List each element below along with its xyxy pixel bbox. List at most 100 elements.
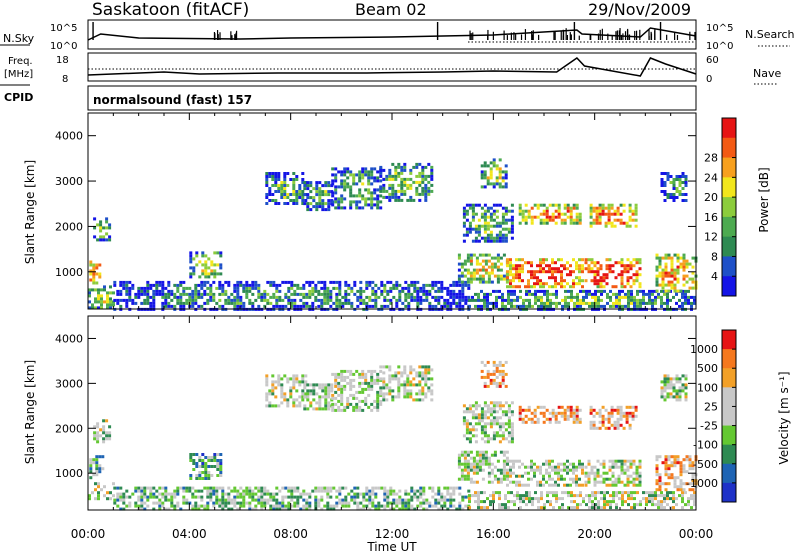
data-cell	[603, 289, 606, 293]
data-cell	[598, 426, 602, 430]
data-cell	[504, 164, 508, 168]
data-cell	[610, 405, 614, 409]
data-cell	[498, 440, 502, 444]
data-cell	[416, 292, 420, 296]
data-cell	[471, 215, 475, 219]
data-cell	[679, 473, 683, 477]
data-cell	[242, 495, 246, 499]
data-cell	[362, 298, 366, 302]
data-cell	[651, 497, 654, 501]
data-cell	[681, 199, 685, 202]
data-cell	[329, 489, 333, 493]
data-cell	[487, 259, 491, 263]
data-cell	[194, 289, 198, 293]
data-cell	[242, 501, 246, 505]
data-cell	[204, 263, 208, 267]
data-cell	[383, 286, 387, 290]
data-cell	[337, 203, 341, 207]
data-cell	[146, 301, 150, 305]
data-cell	[466, 280, 470, 284]
data-cell	[334, 390, 338, 394]
data-cell	[389, 486, 393, 490]
data-cell	[501, 212, 505, 216]
data-cell	[498, 289, 501, 293]
data-cell	[308, 289, 312, 293]
data-cell	[358, 408, 362, 412]
data-cell	[498, 185, 502, 189]
data-cell	[601, 209, 605, 213]
data-cell	[412, 398, 416, 402]
data-cell	[681, 494, 684, 498]
data-cell	[105, 217, 109, 221]
data-cell	[298, 193, 302, 196]
data-cell	[560, 411, 564, 415]
data-cell	[367, 191, 371, 195]
data-cell	[606, 500, 609, 504]
data-cell	[462, 422, 466, 426]
data-cell	[675, 497, 678, 501]
data-cell	[484, 268, 488, 272]
data-cell	[539, 270, 542, 274]
data-cell	[492, 158, 496, 162]
data-cell	[502, 253, 506, 257]
data-cell	[269, 283, 273, 287]
data-cell	[207, 456, 211, 459]
data-cell	[622, 203, 626, 207]
data-cell	[536, 279, 539, 283]
data-cell	[575, 477, 578, 481]
data-cell	[672, 181, 676, 184]
data-cell	[521, 417, 525, 421]
data-cell	[305, 304, 309, 308]
data-cell	[498, 239, 502, 243]
data-cell	[413, 280, 417, 284]
data-cell	[233, 498, 237, 502]
data-cell	[589, 212, 593, 216]
data-cell	[498, 360, 502, 364]
data-cell	[337, 399, 341, 403]
data-cell	[440, 495, 444, 499]
data-cell	[338, 292, 342, 296]
data-cell	[492, 378, 496, 382]
data-cell	[592, 423, 596, 427]
data-cell	[382, 186, 386, 190]
data-cell	[161, 504, 165, 508]
data-cell	[102, 235, 106, 239]
data-cell	[666, 193, 670, 196]
data-cell	[221, 289, 225, 293]
data-cell	[418, 398, 422, 402]
data-cell	[554, 209, 558, 213]
data-cell	[364, 167, 368, 171]
data-cell	[197, 507, 201, 511]
data-cell	[292, 178, 296, 181]
data-cell	[289, 389, 293, 393]
data-cell	[673, 274, 677, 278]
data-cell	[655, 274, 659, 278]
data-cell	[368, 495, 372, 499]
data-cell	[483, 292, 486, 296]
data-cell	[462, 206, 466, 210]
data-cell	[472, 271, 476, 275]
data-cell	[434, 283, 438, 287]
data-cell	[383, 507, 387, 511]
data-cell	[486, 437, 490, 441]
data-cell	[472, 465, 476, 469]
data-cell	[236, 295, 240, 299]
data-cell	[666, 172, 670, 175]
data-cell	[373, 188, 377, 192]
data-cell	[589, 203, 593, 207]
data-cell	[510, 292, 513, 296]
data-cell	[626, 276, 630, 280]
data-cell	[404, 492, 408, 496]
data-cell	[666, 503, 669, 507]
data-cell	[397, 371, 401, 375]
data-cell	[471, 212, 475, 216]
data-cell	[394, 371, 398, 375]
data-cell	[549, 491, 552, 495]
data-cell	[477, 203, 481, 207]
data-cell	[327, 208, 331, 212]
data-cell	[509, 279, 512, 283]
data-cell	[495, 431, 499, 435]
data-cell	[487, 462, 491, 466]
data-cell	[207, 275, 211, 279]
